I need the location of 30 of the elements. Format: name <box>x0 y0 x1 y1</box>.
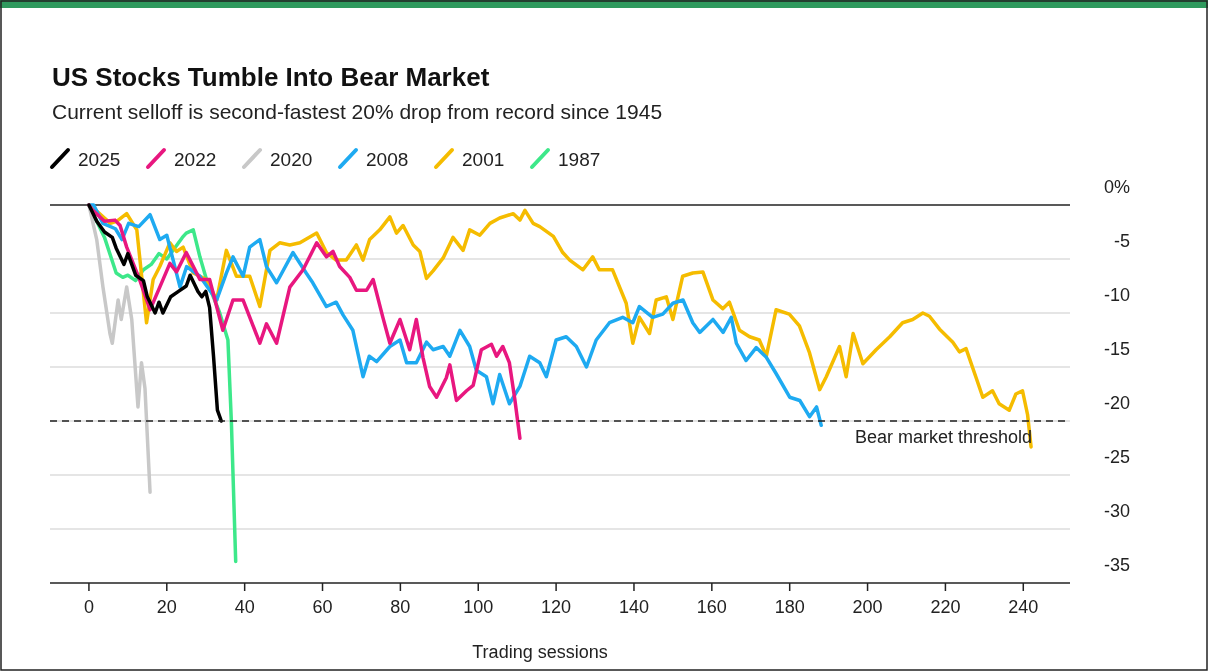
x-tick-label: 160 <box>696 597 727 617</box>
x-tick-label: 220 <box>930 597 961 617</box>
x-tick-label: 40 <box>234 597 255 617</box>
x-tick-label: 60 <box>312 597 333 617</box>
x-tick-label: 0 <box>83 597 94 617</box>
x-tick-label: 20 <box>156 597 177 617</box>
legend-label: 1987 <box>558 149 601 170</box>
x-tick-label: 180 <box>774 597 805 617</box>
chart-title: US Stocks Tumble Into Bear Market <box>52 62 490 92</box>
y-tick-label: 0% <box>1103 177 1130 197</box>
x-axis-title: Trading sessions <box>472 642 608 662</box>
y-tick-label: -10 <box>1103 285 1130 305</box>
legend-label: 2025 <box>78 149 121 170</box>
x-tick-label: 140 <box>618 597 649 617</box>
y-tick-label: -5 <box>1113 231 1130 251</box>
legend-label: 2022 <box>174 149 217 170</box>
y-tick-label: -30 <box>1103 501 1130 521</box>
x-tick-label: 200 <box>852 597 883 617</box>
x-tick-label: 100 <box>463 597 494 617</box>
x-tick-label: 80 <box>390 597 411 617</box>
x-tick-label: 120 <box>541 597 572 617</box>
y-tick-label: -20 <box>1103 393 1130 413</box>
y-tick-label: -35 <box>1103 555 1130 575</box>
legend-label: 2008 <box>366 149 409 170</box>
legend-label: 2020 <box>270 149 313 170</box>
y-tick-label: -15 <box>1103 339 1130 359</box>
legend-label: 2001 <box>462 149 505 170</box>
y-tick-label: -25 <box>1103 447 1130 467</box>
x-tick-label: 240 <box>1008 597 1039 617</box>
chart-subtitle: Current selloff is second-fastest 20% drop from record since 1945 <box>52 100 663 123</box>
